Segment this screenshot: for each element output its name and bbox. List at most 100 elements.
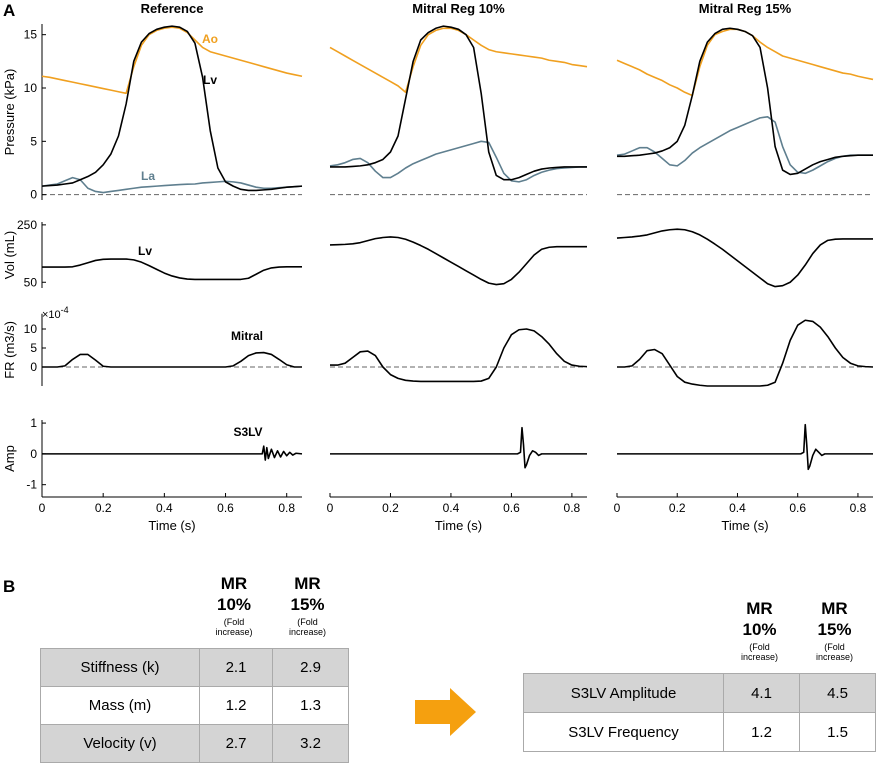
y-tick-label: 250 (17, 218, 37, 232)
y-tick-label: 5 (30, 134, 37, 148)
table-cell: 4.1 (723, 673, 800, 713)
series-line (617, 319, 874, 387)
series-line (41, 25, 303, 192)
axis-multiplier: ×10-4 (42, 305, 69, 321)
x-tick-label: 0.4 (443, 501, 460, 515)
table-cell: 4.5 (799, 673, 876, 713)
table-cell: 3.2 (272, 724, 349, 763)
y-tick-label: 5 (30, 341, 37, 355)
table-row: Stiffness (k) 2.1 2.9 (40, 648, 349, 687)
series-line (330, 328, 588, 383)
column-header: MR 15% (Fold increase) (797, 598, 872, 662)
panel-label: B (3, 577, 15, 596)
x-tick-label: 0 (327, 501, 334, 515)
series-line (617, 423, 873, 471)
y-axis-label: Amp (2, 445, 17, 472)
x-tick-label: 0.8 (850, 501, 867, 515)
row-label: S3LV Amplitude (523, 673, 724, 713)
series-line (616, 28, 874, 97)
series-line (42, 351, 302, 368)
table: Stiffness (k) 2.1 2.9 Mass (m) 1.2 1.3 Velocit… (40, 648, 349, 763)
table-cell: 1.2 (723, 712, 800, 752)
y-tick-label: 50 (24, 275, 38, 289)
y-tick-label: 0 (30, 188, 37, 202)
column-note: (Fold increase) (288, 617, 326, 637)
series-label: Mitral (231, 329, 263, 343)
table: S3LV Amplitude 4.1 4.5 S3LV Frequency 1.2 1.5 (523, 673, 876, 752)
table-cell: 2.1 (199, 648, 273, 687)
panel-label: A (3, 1, 15, 20)
row-label: S3LV Frequency (523, 712, 724, 752)
multiplier-exponent: -4 (61, 305, 69, 315)
x-axis-label: Time (s) (148, 518, 195, 533)
table-cell: 2.7 (199, 724, 273, 763)
y-tick-label: 0 (30, 360, 37, 374)
y-tick-label: 0 (30, 447, 37, 461)
table-row: Velocity (v) 2.7 3.2 (40, 724, 349, 763)
series-line (616, 228, 873, 288)
series-line (41, 176, 303, 194)
x-axis-label: Time (s) (435, 518, 482, 533)
series-line (329, 27, 588, 94)
table-cell: 2.9 (272, 648, 349, 687)
column-note: (Fold increase) (815, 642, 853, 662)
y-tick-label: 10 (24, 322, 38, 336)
arrow (415, 688, 476, 736)
row-label: Stiffness (k) (40, 648, 200, 687)
x-tick-label: 0.6 (217, 501, 234, 515)
series-line (330, 25, 587, 181)
column-title: MR 15% (290, 574, 325, 614)
column-header: MR 10% (Fold increase) (198, 573, 270, 637)
x-tick-label: 0.2 (95, 501, 112, 515)
series-line (42, 258, 302, 281)
x-tick-label: 0 (39, 501, 46, 515)
series-label: Lv (203, 73, 217, 87)
table-cell: 1.2 (199, 686, 273, 725)
table-cell: 1.3 (272, 686, 349, 725)
y-tick-label: 10 (24, 81, 38, 95)
column-note: (Fold increase) (740, 642, 778, 662)
x-tick-label: 0.8 (278, 501, 295, 515)
row-label: Velocity (v) (40, 724, 200, 763)
y-tick-label: 1 (30, 416, 37, 430)
series-label: Ao (202, 32, 218, 46)
table-row: S3LV Frequency 1.2 1.5 (523, 712, 876, 752)
x-tick-label: 0.2 (382, 501, 399, 515)
x-tick-label: 0.6 (503, 501, 520, 515)
column-note: (Fold increase) (215, 617, 253, 637)
y-axis-label: FR (m3/s) (2, 321, 17, 379)
series-label: Lv (138, 244, 152, 258)
row-label: Mass (m) (40, 686, 200, 725)
series-label: S3LV (233, 425, 262, 439)
x-tick-label: 0.6 (789, 501, 806, 515)
series-line (616, 116, 873, 175)
y-axis-label: Vol (mL) (2, 231, 17, 279)
chart-title: Mitral Reg 10% (412, 1, 505, 16)
table-row: Mass (m) 1.2 1.3 (40, 686, 349, 725)
multiplier-base: ×10 (42, 309, 61, 321)
chart-title: Mitral Reg 15% (699, 1, 792, 16)
y-tick-label: 15 (24, 28, 38, 42)
column-header: MR 10% (Fold increase) (722, 598, 797, 662)
x-tick-label: 0 (614, 501, 621, 515)
series-line (330, 426, 587, 469)
table-row: S3LV Amplitude 4.1 4.5 (523, 673, 876, 713)
column-title: MR 10% (216, 574, 252, 614)
y-tick-label: -1 (26, 478, 37, 492)
x-tick-label: 0.2 (669, 501, 686, 515)
table-cell: 1.5 (799, 712, 876, 752)
series-line (617, 27, 873, 176)
series-line (329, 140, 587, 183)
x-tick-label: 0.8 (564, 501, 581, 515)
x-tick-label: 0.4 (156, 501, 173, 515)
x-tick-label: 0.4 (729, 501, 746, 515)
series-line (41, 26, 303, 95)
chart-title: Reference (141, 1, 204, 16)
series-line (42, 445, 303, 461)
column-title: MR 15% (817, 599, 852, 639)
y-axis-label: Pressure (kPa) (2, 69, 17, 156)
column-title: MR 10% (742, 599, 777, 639)
x-axis-label: Time (s) (721, 518, 768, 533)
